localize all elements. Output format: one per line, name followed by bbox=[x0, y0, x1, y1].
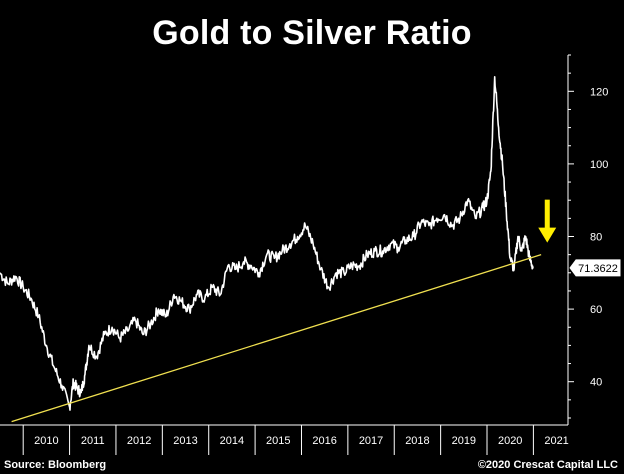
y-tick-label: 40 bbox=[590, 377, 602, 389]
chart-title: Gold to Silver Ratio bbox=[152, 14, 472, 52]
footer-source: Source: Bloomberg bbox=[4, 459, 107, 471]
x-tick-label: 2018 bbox=[405, 435, 429, 447]
x-tick-label: 2011 bbox=[81, 435, 105, 447]
y-tick-label: 80 bbox=[590, 232, 602, 244]
y-tick-label: 120 bbox=[590, 86, 608, 98]
axes: 40 60 80 100 120 2010 2011 2012 2013 2014 2015 2016… bbox=[0, 54, 608, 455]
arrow-down-icon bbox=[538, 227, 557, 243]
arrow-shaft bbox=[544, 199, 550, 230]
x-tick-label: 2012 bbox=[127, 435, 151, 447]
x-tick-label: 2019 bbox=[452, 435, 476, 447]
x-tick-label: 2016 bbox=[312, 435, 336, 447]
y-tick-label: 60 bbox=[590, 304, 602, 316]
x-tick-label: 2020 bbox=[498, 435, 522, 447]
x-tick-label: 2013 bbox=[173, 435, 197, 447]
last-value-box bbox=[569, 259, 621, 277]
chart-marks: 71.3622 bbox=[0, 76, 621, 423]
x-tick-label: 2021 bbox=[544, 435, 568, 447]
x-tick-label: 2010 bbox=[34, 435, 58, 447]
x-tick-label: 2017 bbox=[359, 435, 383, 447]
footer-copyright: ©2020 Crescat Capital LLC bbox=[477, 459, 618, 471]
last-value-label: 71.3622 bbox=[578, 263, 618, 275]
y-tick-label: 100 bbox=[590, 159, 608, 171]
x-tick-label: 2015 bbox=[266, 435, 290, 447]
x-tick-label: 2014 bbox=[220, 435, 244, 447]
series-line bbox=[0, 76, 534, 411]
trend-line bbox=[11, 254, 542, 423]
